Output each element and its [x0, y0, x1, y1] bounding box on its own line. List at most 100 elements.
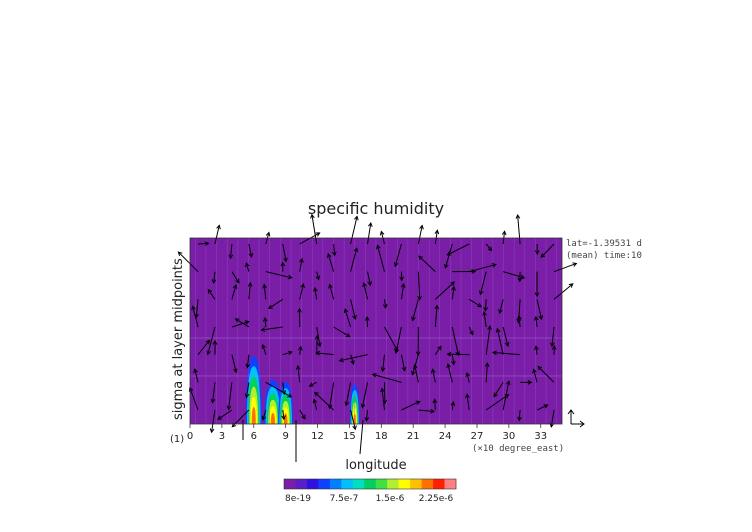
wind-vector-head	[538, 315, 544, 321]
colorbar-swatch	[364, 479, 377, 489]
wind-vector	[536, 299, 543, 320]
colorbar-swatch	[421, 479, 434, 489]
wind-vector	[485, 363, 488, 383]
x-tick-label: 18	[375, 431, 388, 442]
wind-vector-head	[232, 283, 238, 289]
wind-vector	[535, 316, 538, 328]
wind-vector	[178, 251, 199, 273]
wind-vector-head	[504, 342, 510, 348]
wind-vector	[262, 409, 267, 420]
wind-vector-head	[399, 276, 404, 282]
wind-vector-head	[517, 416, 522, 422]
wind-vector-head	[379, 230, 385, 236]
wind-vector-head	[411, 316, 416, 322]
x-axis-units: (×10 degree_east)	[472, 444, 564, 454]
wind-vector	[207, 326, 216, 355]
wind-vector	[213, 271, 216, 284]
wind-vector-head	[465, 393, 470, 399]
wind-vector	[451, 354, 455, 365]
wind-vector-head	[451, 360, 456, 366]
wind-vector	[212, 382, 216, 403]
wind-vector	[231, 354, 237, 373]
x-tick-label: 27	[471, 431, 484, 442]
wind-vector	[327, 253, 335, 272]
wind-vector	[518, 315, 521, 328]
x-tick-label: 9	[282, 431, 288, 442]
wind-vector-head	[492, 350, 497, 356]
colorbar-frame	[283, 478, 457, 490]
wind-vector	[314, 392, 334, 411]
wind-vector	[411, 354, 419, 375]
wind-vector	[483, 311, 487, 328]
wind-vector	[344, 308, 352, 328]
x-axis-label: longitude	[345, 458, 406, 473]
wind-vector	[536, 404, 548, 411]
wind-vector-head	[430, 408, 436, 414]
x-tick-label: 30	[502, 431, 515, 442]
x-tick-label: 24	[439, 431, 452, 442]
wind-vector	[248, 243, 253, 257]
wind-vector-head	[501, 230, 507, 236]
wind-vector-head	[371, 372, 377, 378]
wind-vector	[466, 372, 470, 383]
colorbar-tick-label: 7.5e-7	[330, 494, 359, 504]
x-tick-label: 12	[311, 431, 324, 442]
wind-vector	[316, 271, 320, 280]
wind-vector	[533, 369, 538, 383]
wind-vector	[311, 214, 318, 245]
wind-vector	[485, 394, 509, 411]
wind-vector	[299, 232, 320, 245]
wind-vector-head	[328, 283, 333, 289]
wind-vector-head	[551, 345, 557, 350]
wind-vector	[383, 299, 387, 308]
wind-vector-head	[360, 403, 366, 409]
wind-vectors	[177, 213, 578, 462]
wind-vector	[502, 326, 509, 347]
wind-vector-head	[516, 314, 522, 320]
wind-vector	[246, 354, 250, 368]
wind-vector	[365, 409, 369, 421]
wind-vector	[469, 264, 496, 273]
wind-vector	[359, 419, 364, 455]
wind-vector-head	[267, 304, 273, 310]
wind-vector-head	[234, 318, 240, 323]
wind-vector	[367, 222, 372, 245]
latitude-note: lat=-1.39531 d	[566, 239, 642, 249]
wind-vector-head	[572, 262, 578, 267]
wind-vector	[363, 283, 369, 300]
wind-vector-head	[245, 262, 250, 268]
wind-vector	[372, 373, 402, 383]
wind-vector-head	[283, 257, 288, 263]
wind-vector-head	[193, 368, 198, 374]
wind-vector	[316, 326, 321, 347]
wind-vector	[299, 258, 303, 272]
wind-vector-head	[517, 277, 523, 283]
wind-vector-head	[533, 315, 539, 321]
wind-vector	[518, 409, 521, 421]
wind-vector-head	[537, 365, 543, 371]
wind-vector	[451, 286, 455, 300]
wind-vector-head	[534, 250, 540, 256]
wind-vector	[447, 363, 453, 383]
wind-vector-head	[534, 345, 539, 351]
wind-vector-head	[287, 393, 293, 398]
wind-vector	[246, 382, 250, 398]
wind-vector-head	[216, 224, 221, 230]
wind-vector-head	[482, 310, 487, 316]
wind-vector-head	[301, 414, 306, 420]
wind-vector-head	[228, 254, 234, 260]
colorbar-swatch	[410, 479, 422, 489]
wind-vector	[434, 281, 455, 300]
plot-area	[177, 213, 578, 462]
wind-vector	[444, 243, 453, 269]
wind-vector	[434, 305, 438, 328]
wind-vector	[485, 243, 493, 251]
wind-vector-head	[495, 327, 501, 333]
wind-vector-head	[261, 343, 266, 349]
wind-vector	[502, 381, 510, 411]
wind-vector	[297, 365, 301, 383]
plot-frame	[189, 237, 563, 425]
x-axis-ticks: 0 3 6 9 12 15 18 21 24 27 30 33	[187, 424, 547, 442]
wind-vector-head	[437, 345, 442, 351]
wind-vector-head	[532, 368, 537, 374]
